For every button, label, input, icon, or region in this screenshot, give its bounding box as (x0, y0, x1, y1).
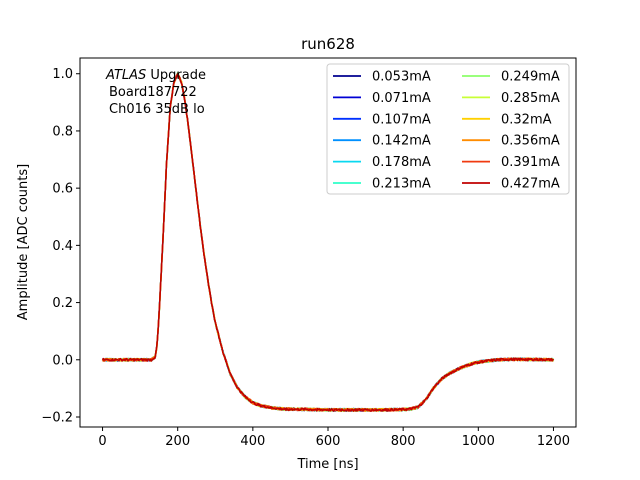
annotation-atlas: ATLAS (105, 68, 146, 83)
y-tick-label: 0.2 (52, 296, 73, 311)
series-layer (101, 71, 555, 412)
plot-area (79, 57, 577, 428)
annotation-line-2: Board187722 (109, 85, 197, 100)
series-line (101, 72, 555, 412)
legend-label: 0.427mA (501, 177, 560, 192)
legend: 0.053mA 0.071mA 0.107mA 0.142mA 0.178mA 0.213… (326, 63, 570, 195)
y-tick-label: 0.8 (52, 124, 73, 139)
y-tick-label: 0.0 (52, 353, 73, 368)
x-axis-ticks: 0 200 400 600 800 1000 1200 (98, 427, 570, 449)
y-tick-label: −0.2 (41, 410, 73, 425)
x-tick-label: 0 (98, 434, 106, 449)
y-tick-label: 0.4 (52, 239, 73, 254)
annotation-upgrade: Upgrade (146, 68, 206, 83)
x-tick-label: 400 (240, 434, 265, 449)
chart-title: run628 (301, 35, 355, 53)
x-tick-label: 200 (165, 434, 190, 449)
x-axis-label: Time [ns] (296, 457, 358, 472)
atlas-annotation: ATLAS Upgrade Board187722 Ch016 35dB lo (105, 68, 206, 117)
legend-label: 0.071mA (372, 91, 431, 106)
legend-entries: 0.053mA 0.071mA 0.107mA 0.142mA 0.178mA 0.213… (333, 70, 560, 192)
legend-label: 0.32mA (501, 112, 552, 127)
legend-label: 0.249mA (501, 70, 560, 85)
annotation-line-3: Ch016 35dB lo (109, 102, 205, 117)
legend-label: 0.178mA (372, 155, 431, 170)
legend-label: 0.142mA (372, 134, 431, 149)
legend-label: 0.107mA (372, 112, 431, 127)
x-tick-label: 600 (316, 434, 341, 449)
x-tick-label: 1000 (462, 434, 495, 449)
legend-box (326, 63, 570, 195)
y-axis-ticks: −0.2 0.0 0.2 0.4 0.6 0.8 1.0 (41, 67, 80, 425)
y-tick-label: 1.0 (52, 67, 73, 82)
annotation-line-1: ATLAS Upgrade (105, 68, 206, 83)
legend-label: 0.053mA (372, 70, 431, 85)
y-tick-label: 0.6 (52, 182, 73, 197)
y-axis-label: Amplitude [ADC counts] (16, 164, 31, 320)
x-tick-label: 800 (391, 434, 416, 449)
legend-label: 0.391mA (501, 155, 560, 170)
x-tick-label: 1200 (537, 434, 570, 449)
legend-label: 0.213mA (372, 177, 431, 192)
legend-label: 0.285mA (501, 91, 560, 106)
legend-label: 0.356mA (501, 134, 560, 149)
